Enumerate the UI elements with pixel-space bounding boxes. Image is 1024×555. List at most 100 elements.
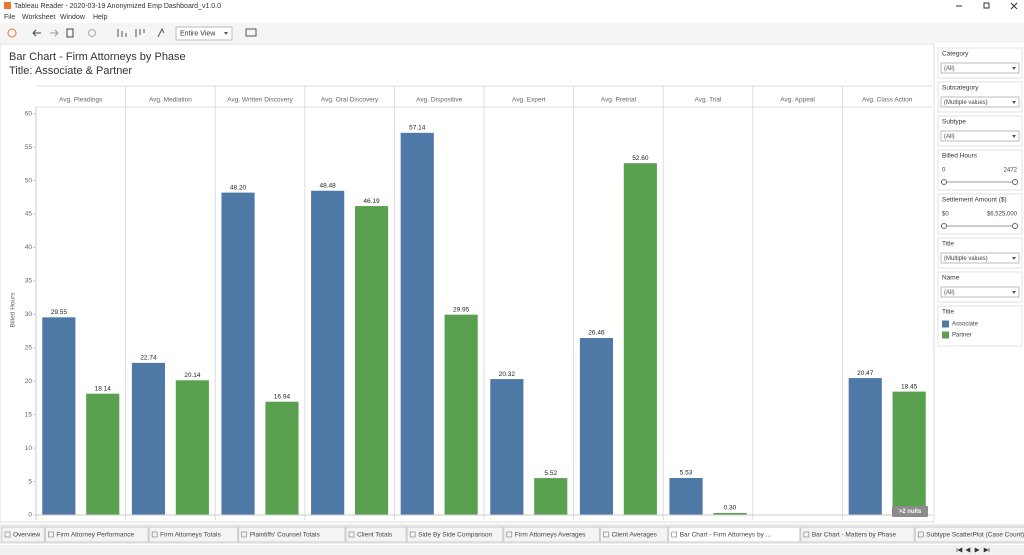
filter-label: Subcategory [942, 85, 979, 92]
sheet-tab-label: Firm Attorney Performance [56, 532, 134, 539]
dropdown-arrow [1012, 257, 1016, 260]
filter-value: (All) [944, 66, 955, 72]
forward-button[interactable] [50, 29, 59, 37]
presentation-button[interactable] [245, 28, 257, 37]
filter-label: Category [942, 51, 969, 58]
slider-max: $6,525,000 [987, 212, 1018, 218]
pin-button[interactable] [157, 27, 165, 38]
y-tick-label: 10 [25, 445, 33, 452]
sheet-tab[interactable] [503, 526, 600, 543]
slider-handle[interactable] [941, 179, 947, 185]
filter-dropdown[interactable] [940, 96, 1020, 108]
sort-asc-button[interactable] [117, 29, 127, 37]
restore-button[interactable] [983, 2, 990, 9]
slider-handle[interactable] [941, 223, 947, 229]
column-header: Avg. Trial [695, 97, 723, 104]
sheet-tab[interactable] [345, 526, 407, 543]
bar [265, 401, 299, 515]
menu-item[interactable]: Help [93, 14, 108, 21]
sheet-tab-label: Bar Chart - Matters by Phase [812, 532, 897, 539]
filter-value: (Multiple values) [944, 100, 988, 106]
sheet-tab-label: Client Averages [611, 532, 657, 539]
tab-icon [409, 531, 416, 538]
tab-navigation[interactable] [956, 547, 990, 553]
y-tick-label: 5 [28, 478, 32, 485]
legend-swatch [942, 320, 949, 328]
legend-swatch [942, 331, 949, 339]
filter-dropdown[interactable] [940, 252, 1020, 264]
y-tick-label: 60 [25, 110, 33, 117]
filter-value: (Multiple values) [944, 256, 988, 262]
menu-item[interactable]: File [4, 14, 15, 21]
sheet-tab[interactable] [1, 526, 45, 543]
sort-desc-button[interactable] [135, 29, 145, 37]
bar [131, 362, 166, 515]
save-button[interactable] [66, 28, 74, 38]
chart-title: Bar Chart - Firm Attorneys by Phase [9, 51, 186, 63]
filter-dropdown[interactable] [940, 62, 1020, 74]
y-tick-label: 45 [25, 211, 33, 218]
menu-item[interactable]: Worksheet [22, 14, 55, 21]
bar [579, 338, 614, 515]
filter-label: Subtype [942, 119, 966, 126]
sheet-tab-label: Client Totals [357, 532, 393, 539]
filter-value: (All) [944, 290, 955, 296]
value-label: 22.74 [140, 355, 157, 362]
legend-label[interactable]: Partner [952, 333, 972, 339]
tableau-icon[interactable] [7, 28, 17, 38]
tab-icon [603, 531, 609, 538]
value-label: 26.46 [588, 330, 605, 337]
tab-icon [803, 531, 810, 538]
sheet-tab[interactable] [238, 526, 346, 543]
tab-icon [4, 531, 11, 538]
refresh-button[interactable] [88, 29, 96, 37]
value-label: 48.20 [230, 184, 247, 191]
column-header: Avg. Dispositive [416, 97, 463, 104]
bar [175, 380, 209, 515]
nulls-indicator[interactable] [892, 506, 928, 517]
chart-subtitle: Title: Associate & Partner [9, 65, 132, 77]
tab-icon [151, 531, 158, 538]
sheet-tab[interactable] [44, 526, 149, 543]
bar [221, 192, 255, 516]
dropdown-arrow [224, 32, 228, 35]
view-dropdown[interactable] [175, 26, 233, 41]
value-label: 48.48 [320, 182, 337, 189]
window-title: Tableau Reader - 2020-03-19 Anonymized E… [14, 3, 221, 10]
column-header: Avg. Mediation [149, 97, 192, 104]
filter-dropdown[interactable] [940, 286, 1020, 298]
column-header: Avg. Oral Discovery [321, 97, 379, 104]
bar [534, 478, 568, 515]
dropdown-arrow [1012, 67, 1016, 70]
slider-handle[interactable] [1012, 223, 1018, 229]
sheet-tab[interactable] [148, 526, 239, 543]
slider-handle[interactable] [1012, 179, 1018, 185]
close-button[interactable] [1010, 2, 1018, 10]
dropdown-arrow [1012, 135, 1016, 138]
value-label: 16.94 [274, 393, 291, 400]
y-tick-label: 35 [25, 278, 33, 285]
sheet-tab[interactable] [599, 526, 669, 543]
y-tick-label: 50 [25, 177, 33, 184]
legend-label[interactable]: Associate [952, 322, 979, 328]
sheet-tab[interactable] [406, 526, 504, 543]
filter-dropdown[interactable] [940, 130, 1020, 142]
slider-min: $0 [942, 212, 949, 218]
sheet-tab-label: Overview [13, 532, 40, 539]
column-header: Avg. Pretrial [601, 97, 637, 104]
tab-icon [241, 531, 247, 538]
sheet-tab[interactable] [800, 526, 915, 543]
sheet-tab-label: Plaintiffs' Counsel Totals [250, 532, 321, 539]
sheet-tab[interactable] [668, 526, 801, 543]
back-button[interactable] [32, 29, 41, 37]
sheet-tab-label: Firm Attorneys Totals [160, 532, 221, 539]
filter-label: Billed Hours [942, 153, 978, 160]
menu-item[interactable]: Window [60, 14, 86, 21]
value-label: 18.14 [95, 385, 112, 392]
sheet-tab-label: Firm Attorneys Averages [515, 532, 586, 539]
bar [848, 378, 882, 515]
value-label: 20.47 [857, 370, 874, 377]
value-label: 52.60 [632, 155, 649, 162]
sheet-tab[interactable] [914, 526, 1024, 543]
y-tick-label: 55 [25, 144, 33, 151]
